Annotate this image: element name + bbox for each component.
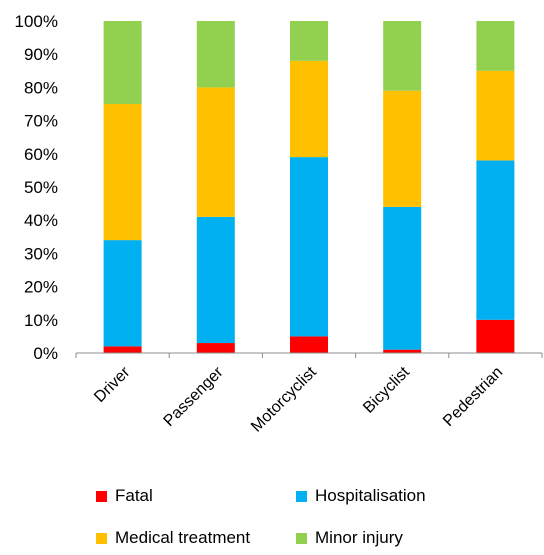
legend-label-minor-injury: Minor injury — [315, 528, 403, 547]
legend-label-hospitalisation: Hospitalisation — [315, 486, 426, 505]
bar-pedestrian-minor-injury — [476, 21, 515, 71]
legend-swatch-fatal — [96, 490, 107, 502]
y-tick-label: 50% — [24, 178, 58, 197]
bar-motorcyclist-fatal — [290, 336, 328, 353]
legend-swatch-medical-treatment — [96, 532, 107, 544]
bar-motorcyclist-hospitalisation — [290, 157, 328, 337]
legend-item-fatal: Fatal — [96, 486, 153, 506]
bar-motorcyclist-medical-treatment — [290, 60, 328, 158]
legend-item-medical-treatment: Medical treatment — [96, 528, 250, 548]
bar-driver-fatal — [103, 346, 142, 353]
bar-bicyclist-minor-injury — [383, 21, 422, 91]
bar-driver-medical-treatment — [103, 104, 142, 241]
legend-item-hospitalisation: Hospitalisation — [296, 486, 426, 506]
bar-bicyclist-medical-treatment — [383, 90, 422, 207]
y-tick-label: 100% — [15, 12, 58, 31]
bar-passenger-minor-injury — [196, 21, 235, 88]
y-tick-label: 30% — [24, 244, 58, 263]
y-tick-label: 70% — [24, 112, 58, 131]
bar-passenger-fatal — [196, 343, 235, 353]
y-tick-label: 80% — [24, 78, 58, 97]
y-tick-label: 60% — [24, 145, 58, 164]
legend-item-minor-injury: Minor injury — [296, 528, 403, 548]
legend-swatch-minor-injury — [296, 532, 307, 544]
bar-driver-hospitalisation — [103, 240, 142, 347]
legend-label-fatal: Fatal — [115, 486, 153, 505]
y-axis: 0% 10% 20% 30% 40% 50% 60% 70% 80% 90% 100% — [15, 12, 58, 363]
bar-driver-minor-injury — [103, 21, 142, 104]
bar-pedestrian-fatal — [476, 319, 515, 353]
y-tick-label: 20% — [24, 278, 58, 297]
bar-passenger-hospitalisation — [196, 216, 235, 344]
bar-bicyclist-fatal — [383, 349, 422, 353]
y-tick-label: 10% — [24, 311, 58, 330]
y-tick-label: 90% — [24, 45, 58, 64]
bar-passenger-medical-treatment — [196, 87, 235, 217]
y-tick-label: 40% — [24, 211, 58, 230]
bar-pedestrian-hospitalisation — [476, 160, 515, 320]
bar-pedestrian-medical-treatment — [476, 70, 515, 161]
legend-label-medical-treatment: Medical treatment — [115, 528, 251, 547]
y-tick-label: 0% — [33, 344, 58, 363]
stacked-bar-chart: 0%10%20%30%40%50%60%70%80%90%100% Driver… — [15, 12, 543, 436]
bar-bicyclist-hospitalisation — [383, 206, 422, 350]
bar-motorcyclist-minor-injury — [290, 21, 328, 61]
plot-area — [103, 21, 515, 353]
legend-swatch-hospitalisation — [296, 490, 307, 502]
